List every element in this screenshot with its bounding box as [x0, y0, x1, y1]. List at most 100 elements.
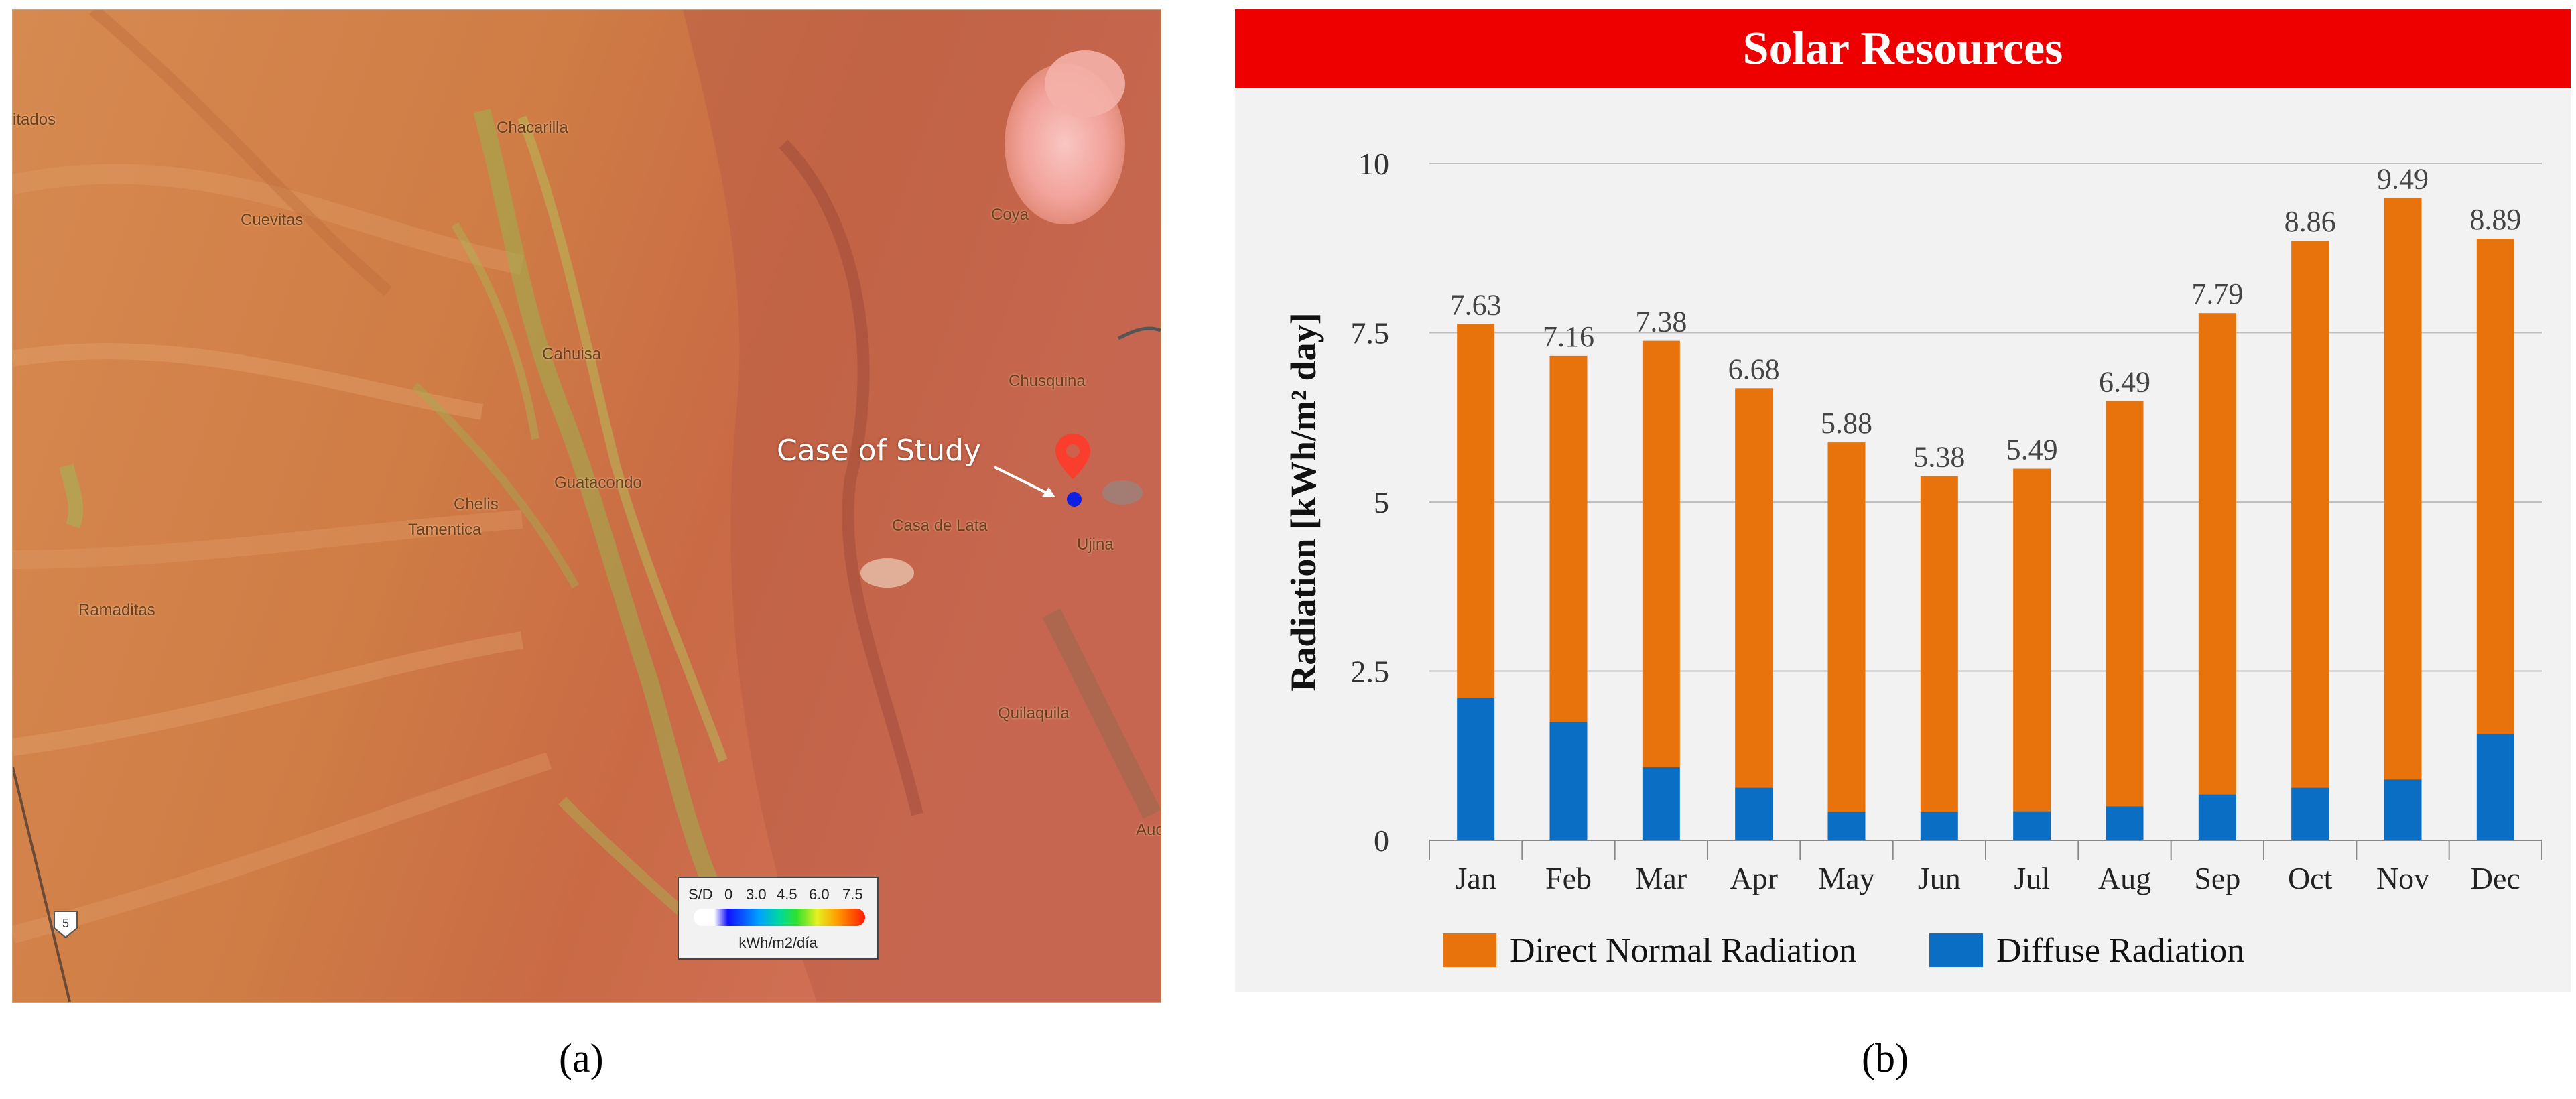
total-label: 5.49 — [2006, 434, 2058, 466]
legend-item-direct-normal: Direct Normal Radiation — [1443, 930, 1856, 970]
bar-direct-sep — [2198, 313, 2236, 795]
light-patch — [860, 558, 914, 588]
place-label: Cahuisa — [542, 345, 602, 363]
annotation-arrowhead — [1042, 487, 1055, 497]
salar — [1045, 50, 1125, 117]
river — [1117, 326, 1161, 340]
legend-tick-label: 3.0 — [746, 886, 767, 903]
place-label: Auc — [1136, 821, 1161, 839]
x-tick-label: Jul — [2014, 861, 2050, 895]
mountain-shade — [1042, 608, 1161, 819]
total-label: 6.68 — [1728, 352, 1780, 385]
panel-label-b: (b) — [1862, 1036, 1909, 1080]
case-of-study-label: Case of Study — [777, 434, 982, 468]
place-label: itados — [13, 111, 56, 129]
legend-tick-label: 4.5 — [777, 886, 797, 903]
legend-label-diffuse: Diffuse Radiation — [1996, 931, 2245, 970]
bar-diffuse-sep — [2198, 794, 2236, 840]
legend-swatch-direct-normal — [1443, 933, 1496, 967]
highway — [13, 767, 71, 1002]
bar-diffuse-nov — [2384, 779, 2422, 840]
bar-direct-nov — [2384, 198, 2422, 780]
total-label: 5.88 — [1821, 407, 1872, 440]
x-tick-label: Feb — [1545, 861, 1592, 895]
y-tick-label: 5 — [1374, 485, 1389, 519]
axes: 0 2.5 5 7.5 10 Radiation [kWh/m² day] Jan Feb Ma… — [1283, 147, 2542, 895]
vegetation-band — [451, 222, 539, 440]
chart-title: Solar Resources — [1742, 23, 2063, 74]
y-tick-label: 7.5 — [1351, 316, 1390, 350]
x-tick-label: Mar — [1636, 861, 1687, 895]
mountain-shade — [683, 10, 1161, 1002]
place-label: Chusquina — [1009, 372, 1086, 390]
x-tick-label: Dec — [2471, 861, 2520, 895]
irradiance-legend: S/D 0 3.0 4.5 6.0 7.5 kWh/m2/día — [678, 877, 879, 960]
bar-diffuse-feb — [1549, 722, 1588, 840]
bar-direct-apr — [1735, 388, 1773, 788]
bar-direct-feb — [1549, 355, 1588, 722]
legend-tick-label: S/D — [688, 886, 713, 903]
terrain-streak — [13, 343, 484, 420]
legend-tick-label: 7.5 — [842, 886, 863, 903]
bar-diffuse-jul — [2013, 811, 2051, 840]
bar-diffuse-jan — [1457, 698, 1495, 840]
place-label: Ramaditas — [78, 601, 155, 619]
place-label: Coya — [991, 206, 1029, 224]
bar-direct-jul — [2013, 468, 2051, 812]
x-tick-label: Aug — [2098, 861, 2151, 895]
total-label: 5.38 — [1913, 441, 1965, 474]
bar-diffuse-dec — [2476, 734, 2514, 840]
bar-diffuse-aug — [2106, 806, 2144, 840]
total-label: 8.86 — [2284, 205, 2336, 238]
x-tick-label: Jan — [1456, 861, 1496, 895]
bars — [1457, 198, 2514, 840]
annotation-arrow — [994, 466, 1049, 495]
mountain-shade — [779, 139, 923, 816]
x-tick-label: Nov — [2376, 861, 2429, 895]
place-label: Casa de Lata — [892, 517, 988, 535]
place-label: Guatacondo — [554, 474, 642, 492]
place-label: Chelis — [454, 495, 499, 513]
grey-patch — [1102, 480, 1143, 505]
map-panel: 5 Chacarilla Cuevitas Coya Cahuisa Chusquina… — [12, 9, 1161, 1003]
terrain-streak — [13, 164, 524, 275]
vegetation-band — [473, 108, 718, 885]
legend-unit: kWh/m2/día — [738, 934, 818, 951]
place-label: Tamentica — [408, 521, 482, 539]
legend-label-direct-normal: Direct Normal Radiation — [1510, 931, 1856, 970]
place-label: Ujina — [1077, 535, 1114, 554]
x-tick-label: Apr — [1730, 861, 1778, 895]
bar-direct-dec — [2476, 239, 2514, 734]
legend-swatch-diffuse — [1929, 933, 1983, 967]
total-label: 9.49 — [2377, 163, 2429, 196]
chart-panel: Solar Resources 7.63 7.16 7.38 6.68 5.88 5.38… — [1235, 9, 2571, 992]
total-label: 7.63 — [1450, 288, 1502, 321]
y-axis-label: Radiation [kWh/m² day] — [1283, 312, 1324, 691]
route-number: 5 — [62, 917, 69, 930]
legend-tick-label: 6.0 — [809, 886, 830, 903]
bar-direct-may — [1827, 442, 1866, 812]
y-tick-label: 0 — [1374, 824, 1389, 858]
study-site-marker — [1067, 492, 1082, 507]
route-shield: 5 — [54, 911, 78, 939]
bar-diffuse-mar — [1642, 767, 1680, 840]
bar-direct-jan — [1457, 324, 1495, 698]
bar-diffuse-oct — [2291, 787, 2329, 840]
vegetation-band — [59, 464, 84, 529]
total-label: 7.38 — [1635, 306, 1687, 338]
place-label: Chacarilla — [497, 119, 568, 137]
y-tick-label: 10 — [1358, 147, 1389, 181]
panel-label-a: (a) — [559, 1036, 604, 1080]
bar-direct-jun — [1920, 476, 1958, 812]
legend-item-diffuse: Diffuse Radiation — [1929, 930, 2244, 970]
total-label: 8.89 — [2469, 203, 2521, 236]
terrain-streak — [89, 10, 392, 296]
total-label: 6.49 — [2099, 366, 2150, 399]
bar-diffuse-jun — [1920, 812, 1958, 840]
legend-ticks: S/D 0 3.0 4.5 6.0 7.5 — [688, 886, 871, 906]
bar-direct-aug — [2106, 401, 2144, 807]
grid-lines — [1429, 163, 2542, 672]
x-tick-label: Sep — [2194, 861, 2240, 895]
terrain-streak — [13, 631, 524, 756]
x-tick-label: Oct — [2288, 861, 2333, 895]
